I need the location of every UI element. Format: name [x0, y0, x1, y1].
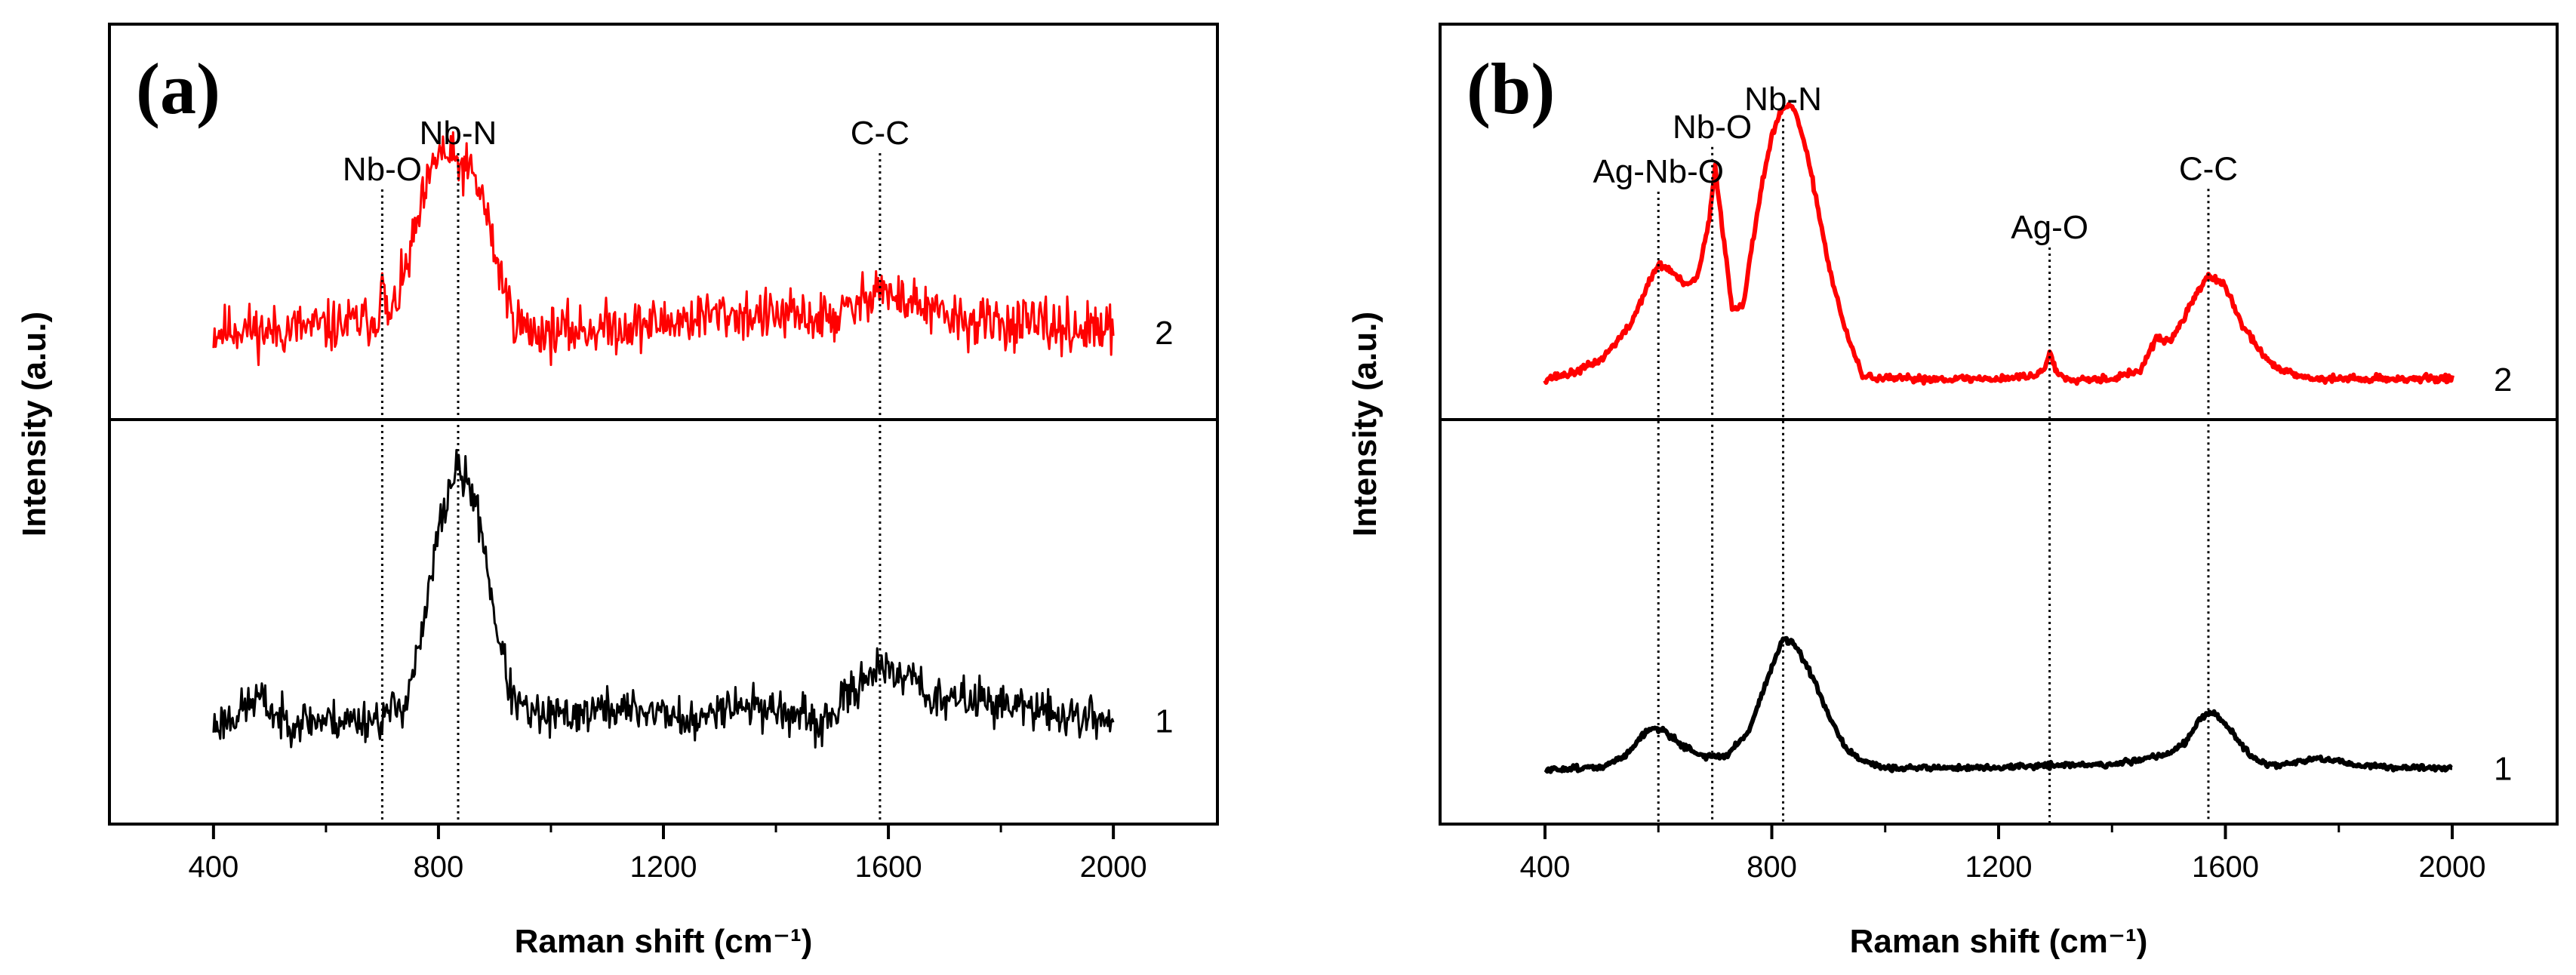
series-line	[1543, 102, 2454, 386]
peak-label: C-C	[2179, 150, 2238, 187]
x-axis-title: Raman shift (cm⁻¹)	[1850, 923, 2148, 960]
x-tick-label: 1200	[1965, 850, 2033, 884]
trace-label: 1	[2494, 750, 2512, 787]
x-tick-label: 2000	[2419, 850, 2486, 884]
peak-label: Ag-Nb-O	[1593, 153, 1724, 190]
trace-label: 1	[1155, 703, 1173, 740]
x-tick-label: 1600	[2192, 850, 2259, 884]
x-axis-title: Raman shift (cm⁻¹)	[515, 923, 813, 960]
peak-label: Nb-N	[1744, 81, 1822, 118]
x-tick-label: 1600	[855, 850, 922, 884]
y-axis-title: Intensity (a.u.)	[1346, 312, 1383, 537]
y-axis-title: Intensity (a.u.)	[16, 312, 53, 537]
x-tick-label: 1200	[630, 850, 697, 884]
panel-label: (a)	[136, 48, 220, 129]
x-tick-label: 800	[414, 850, 464, 884]
panel-a: 400 800 1200 1600 2000 Raman shift (cm⁻¹) Inte…	[16, 23, 1219, 960]
peak-label: Nb-O	[343, 151, 422, 188]
x-tick-label: 800	[1747, 850, 1797, 884]
series-line	[212, 131, 1115, 367]
trace-label: 2	[2494, 361, 2512, 398]
plot-frame	[1439, 23, 2559, 826]
series-line	[212, 448, 1115, 749]
x-tick-label: 400	[1520, 850, 1571, 884]
peak-label: Ag-O	[2011, 209, 2088, 246]
peak-label: Nb-N	[420, 115, 497, 152]
series-line	[1543, 635, 2454, 774]
panel-label: (b)	[1467, 48, 1555, 129]
panel-b: 400 800 1200 1600 2000 Raman shift (cm⁻¹) Inte…	[1346, 23, 2559, 960]
x-tick-label: 400	[188, 850, 239, 884]
trace-label: 2	[1155, 315, 1173, 352]
peak-label: Nb-O	[1673, 109, 1752, 146]
x-tick-label: 2000	[1080, 850, 1147, 884]
peak-label: C-C	[851, 115, 909, 152]
